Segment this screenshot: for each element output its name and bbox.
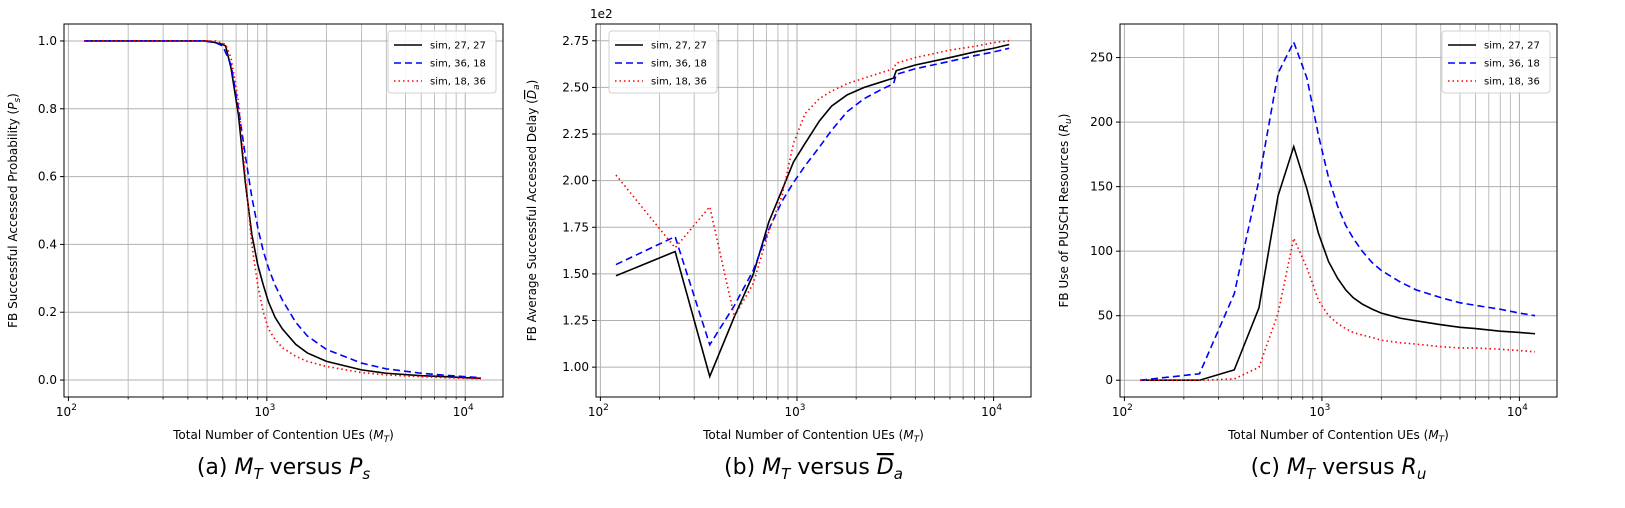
grid [64,24,503,397]
series-line-0 [615,43,1010,379]
panel-caption: (b) MT versus Da [724,455,903,483]
axes-frame [595,23,1032,398]
legend-label-0: sim, 27, 27 [1484,41,1540,52]
legend: sim, 27, 27 sim, 36, 18 sim, 18, 36 [608,30,718,94]
y-tick-label: 2.75 [562,34,589,48]
y-tick-label: 50 [1098,309,1113,323]
legend: sim, 27, 27 sim, 36, 18 sim, 18, 36 [387,30,497,94]
x-tick-label: 103 [784,403,805,419]
legend-label-1: sim, 36, 18 [1484,59,1540,70]
x-tick-label: 104 [453,403,474,419]
legend-box [608,30,718,94]
series-group [1139,40,1536,382]
y-tick-label: 0.6 [38,170,57,184]
y-tick-label: 2.25 [562,127,589,141]
y-tick-label: 0.0 [38,373,57,387]
x-tick-label: 104 [981,403,1002,419]
y-tick-label: 1.25 [562,314,589,328]
y-tick-label: 0.4 [38,237,57,251]
y-multiplier: 1e2 [590,7,613,21]
y-tick-label: 100 [1090,244,1113,258]
series-group [615,39,1010,379]
y-tick-label: 0 [1105,373,1113,387]
y-tick-label: 2.50 [562,80,589,94]
legend-label-0: sim, 27, 27 [430,41,486,52]
x-tick-label: 102 [588,403,609,419]
y-tick-label: 1.50 [562,267,589,281]
panel-caption: (c) MT versus Ru [1251,455,1427,483]
x-tick-label: 103 [1309,403,1330,419]
legend-label-2: sim, 18, 36 [651,77,707,88]
y-tick-label: 1.0 [38,34,57,48]
x-axis-label: Total Number of Contention UEs (MT) [172,428,394,445]
axes-frame [63,23,504,398]
y-tick-label: 200 [1090,115,1113,129]
y-tick-label: 150 [1090,180,1113,194]
y-axis-label: FB Successful Accessed Probability (Ps) [6,93,23,328]
grid [1120,24,1557,397]
chart-panel-0: 0.0 0.2 0.4 0.6 0.8 1.0 102 103 104 Total Number … [6,23,504,483]
series-group [84,40,482,380]
y-axis-label: FB Average Successful Accessed Delay (Da… [525,80,542,342]
legend-label-1: sim, 36, 18 [430,59,486,70]
axes-frame [1119,23,1558,398]
y-axis-label: FB Use of PUSCH Resources (Ru) [1057,114,1074,308]
y-tick-label: 1.75 [562,220,589,234]
panel-caption: (a) MT versus Ps [197,455,371,483]
legend-label-2: sim, 18, 36 [1484,77,1540,88]
x-axis-label: Total Number of Contention UEs (MT) [1227,428,1449,445]
chart-panel-2: 0 50 100 150 200 250 102 103 104 Total Number of … [1057,23,1558,483]
legend: sim, 27, 27 sim, 36, 18 sim, 18, 36 [1441,30,1551,94]
x-tick-label: 103 [254,403,275,419]
series-line-0 [1140,143,1536,382]
x-tick-label: 102 [1112,403,1133,419]
y-tick-label: 1.00 [562,360,589,374]
y-tick-label: 0.8 [38,102,57,116]
y-tick-label: 250 [1090,51,1113,65]
y-tick-label: 0.2 [38,305,57,319]
series-line-1 [1139,40,1536,382]
legend-label-0: sim, 27, 27 [651,41,707,52]
y-tick-label: 2.00 [562,174,589,188]
legend-box [387,30,497,94]
x-tick-label: 102 [56,403,77,419]
legend-label-1: sim, 36, 18 [651,59,707,70]
series-line-1 [84,40,482,379]
x-axis-label: Total Number of Contention UEs (MT) [702,428,924,445]
x-tick-label: 104 [1507,403,1528,419]
legend-label-2: sim, 18, 36 [430,77,486,88]
legend-box [1441,30,1551,94]
